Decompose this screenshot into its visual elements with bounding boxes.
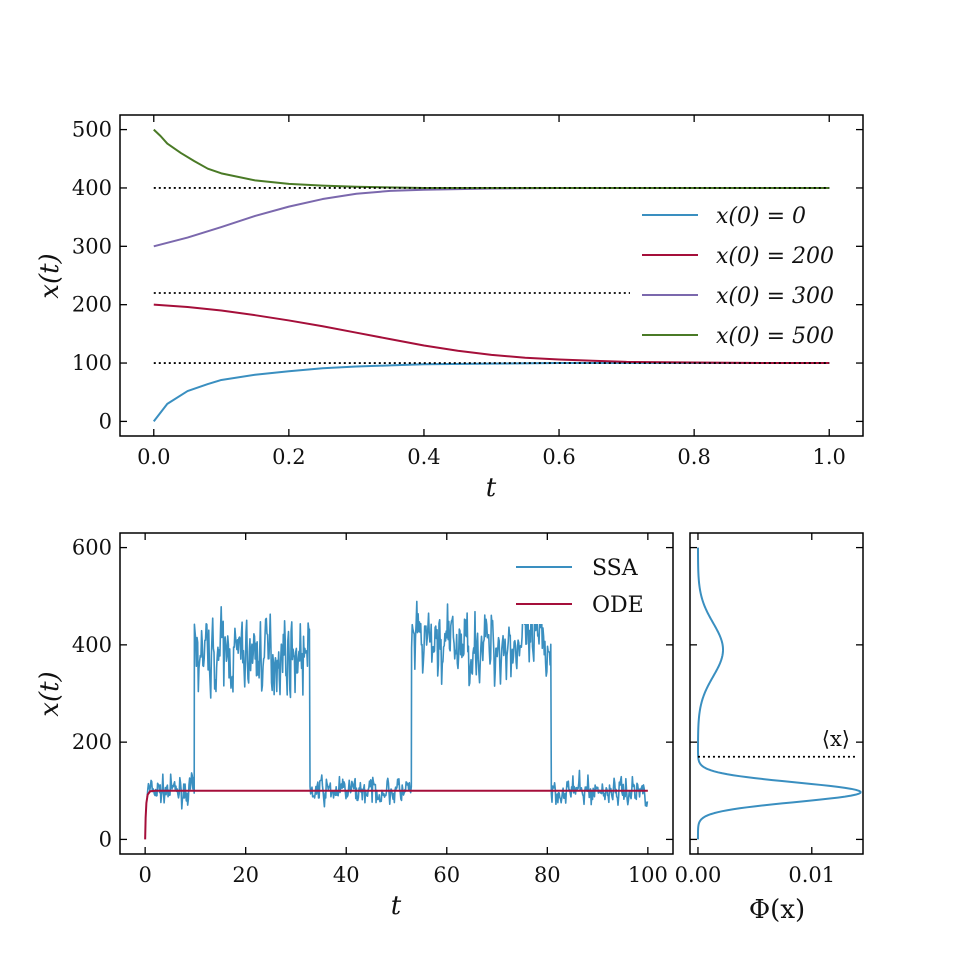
bottom-right-x-axis-label: Φ(x): [749, 895, 805, 925]
bottom-left-y-ticks: 0 200 400 600: [72, 536, 673, 851]
top-legend-label: x(0) = 0: [716, 204, 806, 229]
bottom-right-panel: 0.00 0.01 Φ(x) ⟨x⟩: [675, 532, 864, 925]
bottom-left-xtick-label: 20: [232, 863, 259, 887]
top-ytick-label: 300: [72, 234, 112, 258]
bottom-right-series-group: [696, 547, 862, 840]
top-legend-background: [630, 196, 852, 356]
top-xtick-label: 0.4: [407, 445, 440, 469]
bottom-left-ode-line: [144, 789, 648, 840]
bottom-left-legend: SSA ODE: [505, 548, 665, 624]
top-plot-frame: [119, 114, 864, 437]
bottom-left-ssa-line: [146, 600, 649, 810]
top-legend: x(0) = 0 x(0) = 200 x(0) = 300 x(0) = 500: [630, 196, 852, 356]
bottom-left-x-ticks: 0 20 40 60 80 100: [138, 533, 668, 887]
bottom-right-distribution-line: [696, 547, 862, 840]
bottom-right-y-ticks: [690, 546, 863, 841]
bottom-left-xtick-label: 80: [534, 863, 561, 887]
bottom-left-xtick-label: 0: [138, 863, 151, 887]
bottom-left-series-group: [144, 600, 649, 840]
bottom-right-xtick-label: 0.01: [788, 863, 835, 887]
bottom-left-xtick-label: 100: [628, 863, 668, 887]
mean-annotation: ⟨x⟩: [822, 727, 850, 751]
top-ytick-label: 200: [72, 293, 112, 317]
top-series-line-1: [153, 303, 830, 365]
bottom-left-legend-label: ODE: [592, 593, 644, 618]
top-legend-label: x(0) = 300: [716, 284, 834, 309]
top-xtick-label: 0.0: [137, 445, 170, 469]
top-ytick-label: 100: [72, 351, 112, 375]
bottom-right-x-ticks: 0.00 0.01: [675, 533, 835, 887]
bottom-left-xtick-label: 40: [333, 863, 360, 887]
top-panel: 0.0 0.2 0.4 0.6 0.8 1.0 0 100 200 300 400 500 t x(…: [35, 114, 864, 503]
top-xtick-label: 0.8: [677, 445, 710, 469]
top-legend-label: x(0) = 500: [716, 324, 834, 349]
top-ytick-label: 500: [72, 118, 112, 142]
bottom-left-y-axis-label: x(t): [35, 671, 65, 716]
top-xtick-label: 0.6: [542, 445, 575, 469]
bottom-left-ytick-label: 600: [72, 536, 112, 560]
bottom-left-plot-frame: [119, 532, 674, 855]
top-x-ticks: 0.0 0.2 0.4 0.6 0.8 1.0: [137, 115, 846, 469]
top-series-line-3: [153, 128, 830, 189]
bottom-left-x-axis-label: t: [391, 891, 402, 921]
top-y-ticks: 0 100 200 300 400 500: [72, 118, 863, 433]
bottom-left-legend-background: [505, 548, 665, 624]
bottom-left-ytick-label: 0: [99, 827, 112, 851]
top-y-axis-label: x(t): [35, 253, 65, 298]
top-series-line-0: [152, 362, 830, 423]
top-xtick-label: 0.2: [272, 445, 305, 469]
bottom-right-plot-frame: [689, 532, 864, 855]
bottom-left-xtick-label: 60: [433, 863, 460, 887]
bottom-left-panel: 0 20 40 60 80 100 0 200 400 600 t x(t) SSA ODE: [35, 532, 674, 921]
bottom-left-ytick-label: 200: [72, 730, 112, 754]
top-x-axis-label: t: [486, 473, 497, 503]
bottom-left-ytick-label: 400: [72, 633, 112, 657]
top-legend-label: x(0) = 200: [716, 244, 834, 269]
bottom-right-xtick-label: 0.00: [675, 863, 722, 887]
top-ytick-label: 0: [99, 409, 112, 433]
bottom-left-legend-label: SSA: [592, 556, 639, 581]
top-xtick-label: 1.0: [813, 445, 846, 469]
top-ytick-label: 400: [72, 176, 112, 200]
